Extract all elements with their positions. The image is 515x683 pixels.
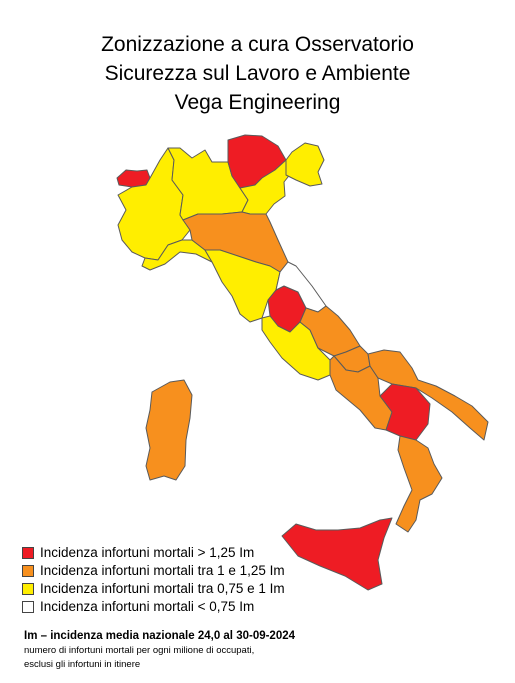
legend-swatch-yellow [22, 583, 34, 595]
map-title: Zonizzazione a cura Osservatorio Sicurez… [0, 30, 515, 117]
region-valle-d-aosta [116, 169, 151, 188]
region-sicilia [281, 517, 393, 591]
footnote-main: Im – incidenza media nazionale 24,0 al 3… [24, 630, 296, 642]
legend-label: Incidenza infortuni mortali < 0,75 Im [40, 599, 255, 614]
footnote: Im – incidenza media nazionale 24,0 al 3… [24, 628, 504, 672]
region-sardegna [145, 379, 193, 481]
legend-swatch-orange [22, 565, 34, 577]
region-calabria [395, 435, 443, 533]
region-veneto [239, 159, 293, 215]
region-friuli [285, 142, 325, 187]
legend-item: Incidenza infortuni mortali tra 1 e 1,25… [22, 562, 285, 580]
legend-swatch-white [22, 601, 34, 613]
legend-item: Incidenza infortuni mortali < 0,75 Im [22, 598, 285, 616]
map-legend: Incidenza infortuni mortali > 1,25 Im In… [22, 544, 285, 616]
footnote-sub-1: numero di infortuni mortali per ogni mil… [24, 645, 255, 656]
legend-item: Incidenza infortuni mortali tra 0,75 e 1… [22, 580, 285, 598]
title-line-2: Sicurezza sul Lavoro e Ambiente [104, 62, 411, 85]
title-line-3: Vega Engineering [174, 91, 341, 114]
italy-regions-map [116, 134, 489, 591]
legend-label: Incidenza infortuni mortali tra 0,75 e 1… [40, 581, 285, 596]
title-line-1: Zonizzazione a cura Osservatorio [101, 33, 414, 56]
legend-swatch-red [22, 547, 34, 559]
legend-label: Incidenza infortuni mortali tra 1 e 1,25… [40, 563, 285, 578]
legend-label: Incidenza infortuni mortali > 1,25 Im [40, 545, 255, 560]
legend-item: Incidenza infortuni mortali > 1,25 Im [22, 544, 285, 562]
footnote-sub-2: esclusi gli infortuni in itinere [24, 659, 141, 670]
